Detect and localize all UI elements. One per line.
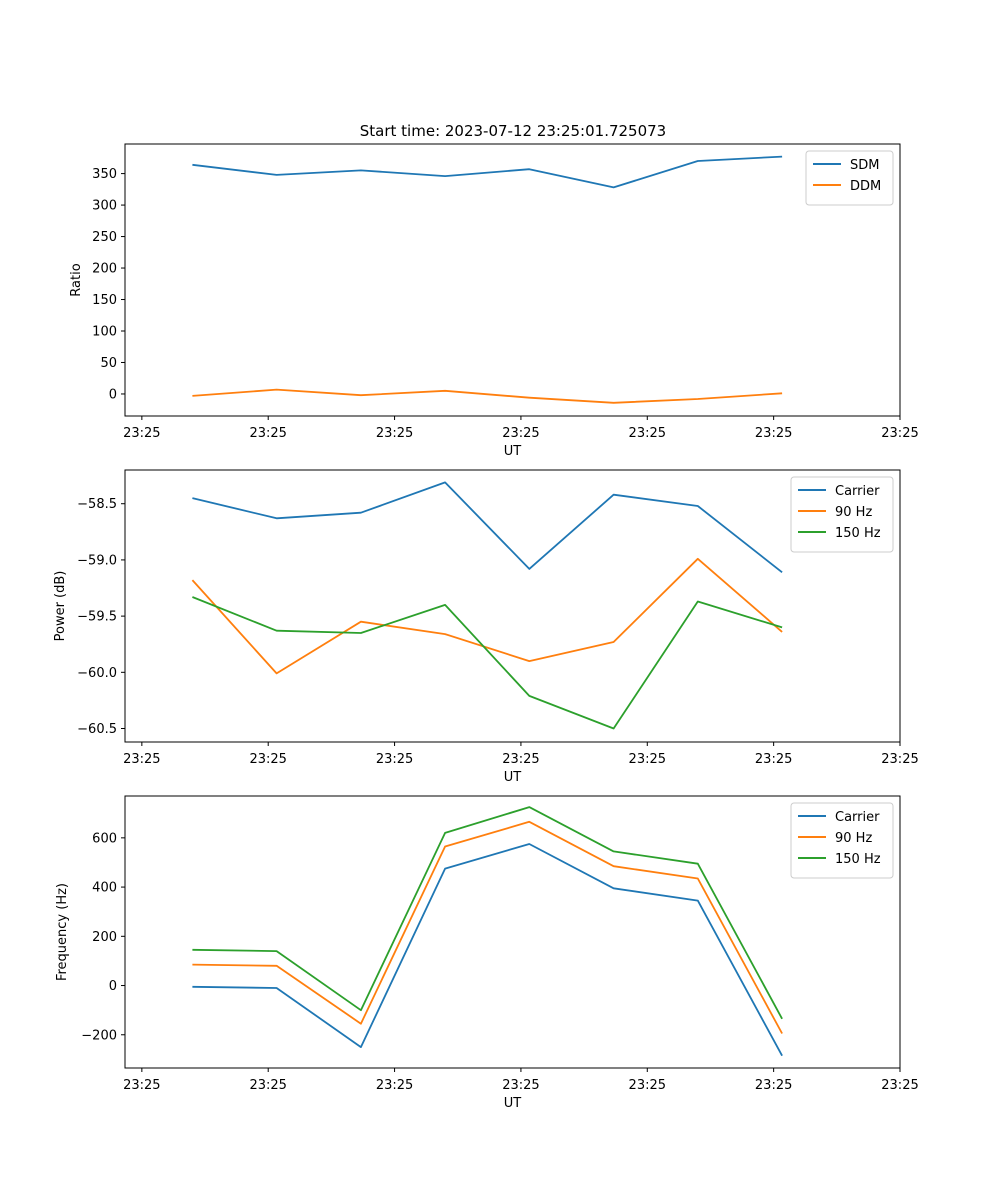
y-tick-label: 600	[92, 831, 117, 846]
legend-label: 90 Hz	[835, 831, 872, 846]
series-line-carrier	[192, 481, 783, 574]
plot-frame	[124, 795, 901, 1069]
x-tick-label: 23:25	[502, 426, 539, 441]
series-line-carrier	[192, 843, 783, 1057]
y-tick-label: 150	[92, 293, 117, 308]
y-tick-label: 50	[100, 356, 117, 371]
x-tick-label: 23:25	[881, 1078, 918, 1093]
y-tick-label: 300	[92, 199, 117, 214]
legend-label: SDM	[850, 158, 879, 173]
x-axis-label: UT	[504, 444, 522, 459]
figure-title: Start time: 2023-07-12 23:25:01.725073	[360, 122, 666, 140]
y-tick-label: −200	[81, 1028, 117, 1043]
chart-ratio: 23:25 23:25 23:25 23:25 23:25 23:25 23:25 0 50 10…	[69, 143, 919, 459]
x-tick-label: 23:25	[502, 1078, 539, 1093]
series-line-sdm	[192, 155, 783, 189]
x-tick-label: 23:25	[249, 426, 286, 441]
y-tick-label: −59.0	[77, 553, 117, 568]
x-tick-label: 23:25	[123, 1078, 160, 1093]
x-tick-label: 23:25	[755, 1078, 792, 1093]
x-axis-label: UT	[504, 770, 522, 785]
y-tick-label: 0	[109, 979, 117, 994]
legend-label: 150 Hz	[835, 852, 881, 867]
x-tick-label: 23:25	[629, 752, 666, 767]
x-tick-label: 23:25	[629, 1078, 666, 1093]
legend-box	[790, 476, 894, 553]
x-tick-label: 23:25	[249, 752, 286, 767]
plot-frame	[124, 469, 901, 743]
x-tick-label: 23:25	[629, 426, 666, 441]
legend-box	[790, 802, 894, 879]
y-tick-label: −59.5	[77, 610, 117, 625]
y-tick-label: 200	[92, 930, 117, 945]
x-tick-label: 23:25	[881, 426, 918, 441]
y-tick-label: −60.5	[77, 722, 117, 737]
legend: Carrier 90 Hz 150 Hz	[790, 802, 894, 879]
y-axis-label: Power (dB)	[53, 571, 68, 642]
chart-power: 23:25 23:25 23:25 23:25 23:25 23:25 23:25 −60.5…	[53, 469, 919, 785]
x-tick-label: 23:25	[755, 426, 792, 441]
x-axis-label: UT	[504, 1096, 522, 1111]
chart-frequency: 23:25 23:25 23:25 23:25 23:25 23:25 23:25 −200 0…	[55, 795, 919, 1111]
y-tick-label: 200	[92, 262, 117, 277]
x-tick-label: 23:25	[755, 752, 792, 767]
y-axis-label: Ratio	[69, 263, 84, 296]
y-tick-label: −60.0	[77, 666, 117, 681]
series-line-90-hz	[192, 820, 783, 1034]
legend-label: DDM	[850, 179, 881, 194]
y-tick-label: 250	[92, 230, 117, 245]
series-line-150-hz	[192, 596, 783, 730]
x-tick-label: 23:25	[123, 426, 160, 441]
y-axis-label: Frequency (Hz)	[55, 883, 70, 981]
x-tick-label: 23:25	[376, 752, 413, 767]
x-tick-label: 23:25	[249, 1078, 286, 1093]
series-line-ddm	[192, 388, 783, 404]
legend-label: 90 Hz	[835, 505, 872, 520]
x-tick-label: 23:25	[502, 752, 539, 767]
legend-label: 150 Hz	[835, 526, 881, 541]
y-tick-label: 100	[92, 325, 117, 340]
legend: SDM DDM	[805, 150, 894, 206]
y-tick-label: 0	[109, 387, 117, 402]
x-tick-label: 23:25	[376, 1078, 413, 1093]
x-tick-label: 23:25	[123, 752, 160, 767]
x-tick-label: 23:25	[881, 752, 918, 767]
y-tick-label: 400	[92, 881, 117, 896]
y-tick-label: 350	[92, 167, 117, 182]
series-line-150-hz	[192, 806, 783, 1020]
series-line-90-hz	[191, 557, 783, 675]
legend-label: Carrier	[835, 810, 880, 825]
legend: Carrier 90 Hz 150 Hz	[790, 476, 894, 553]
legend-label: Carrier	[835, 484, 880, 499]
y-tick-label: −58.5	[77, 497, 117, 512]
x-tick-label: 23:25	[376, 426, 413, 441]
plot-frame	[124, 143, 901, 417]
